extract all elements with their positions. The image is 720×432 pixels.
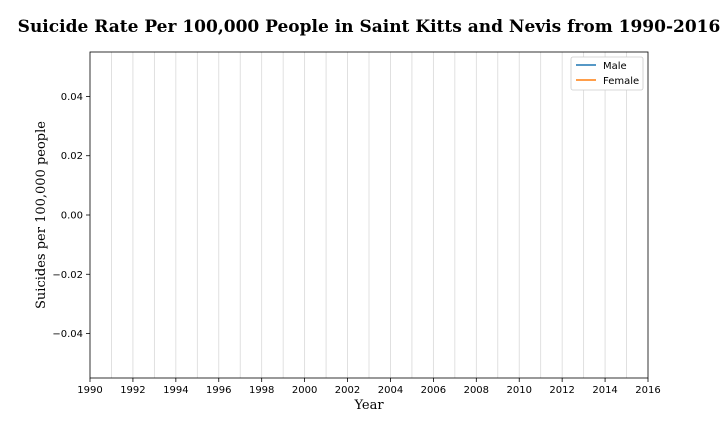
y-axis-label: Suicides per 100,000 people bbox=[34, 121, 49, 309]
y-tick-label-2: 0.00 bbox=[61, 211, 83, 222]
legend: Male Female bbox=[570, 56, 644, 91]
x-tick-label-2004: 2004 bbox=[378, 385, 403, 396]
grid-lines bbox=[111, 52, 627, 378]
x-tick-label-2010: 2010 bbox=[507, 385, 532, 396]
x-tick-label-2008: 2008 bbox=[464, 385, 489, 396]
x-tick-label-1992: 1992 bbox=[120, 385, 145, 396]
x-tick-label-1998: 1998 bbox=[249, 385, 274, 396]
x-tick-label-1994: 1994 bbox=[163, 385, 188, 396]
y-tick-label-3: −0.02 bbox=[52, 270, 83, 281]
y-tick-label-4: −0.04 bbox=[52, 329, 83, 340]
legend-label-female: Female bbox=[603, 76, 639, 87]
x-tick-label-2016: 2016 bbox=[635, 385, 660, 396]
x-axis-label: Year bbox=[353, 398, 384, 413]
x-tick-label-2012: 2012 bbox=[549, 385, 574, 396]
y-tick-label-1: 0.02 bbox=[61, 151, 83, 162]
x-tick-label-1990: 1990 bbox=[77, 385, 102, 396]
x-tick-label-2002: 2002 bbox=[335, 385, 360, 396]
legend-label-male: Male bbox=[603, 61, 627, 72]
x-tick-label-1996: 1996 bbox=[206, 385, 231, 396]
x-axis: 1990 1992 1994 1996 1998 2000 2002 2004 2006 2008… bbox=[77, 378, 661, 396]
chart-title: Suicide Rate Per 100,000 People in Saint… bbox=[18, 17, 720, 37]
y-axis: 0.04 0.02 0.00 −0.02 −0.04 bbox=[52, 92, 90, 340]
x-tick-label-2006: 2006 bbox=[421, 385, 446, 396]
x-tick-label-2014: 2014 bbox=[592, 385, 617, 396]
y-tick-label-0: 0.04 bbox=[61, 92, 83, 103]
x-tick-label-2000: 2000 bbox=[292, 385, 317, 396]
